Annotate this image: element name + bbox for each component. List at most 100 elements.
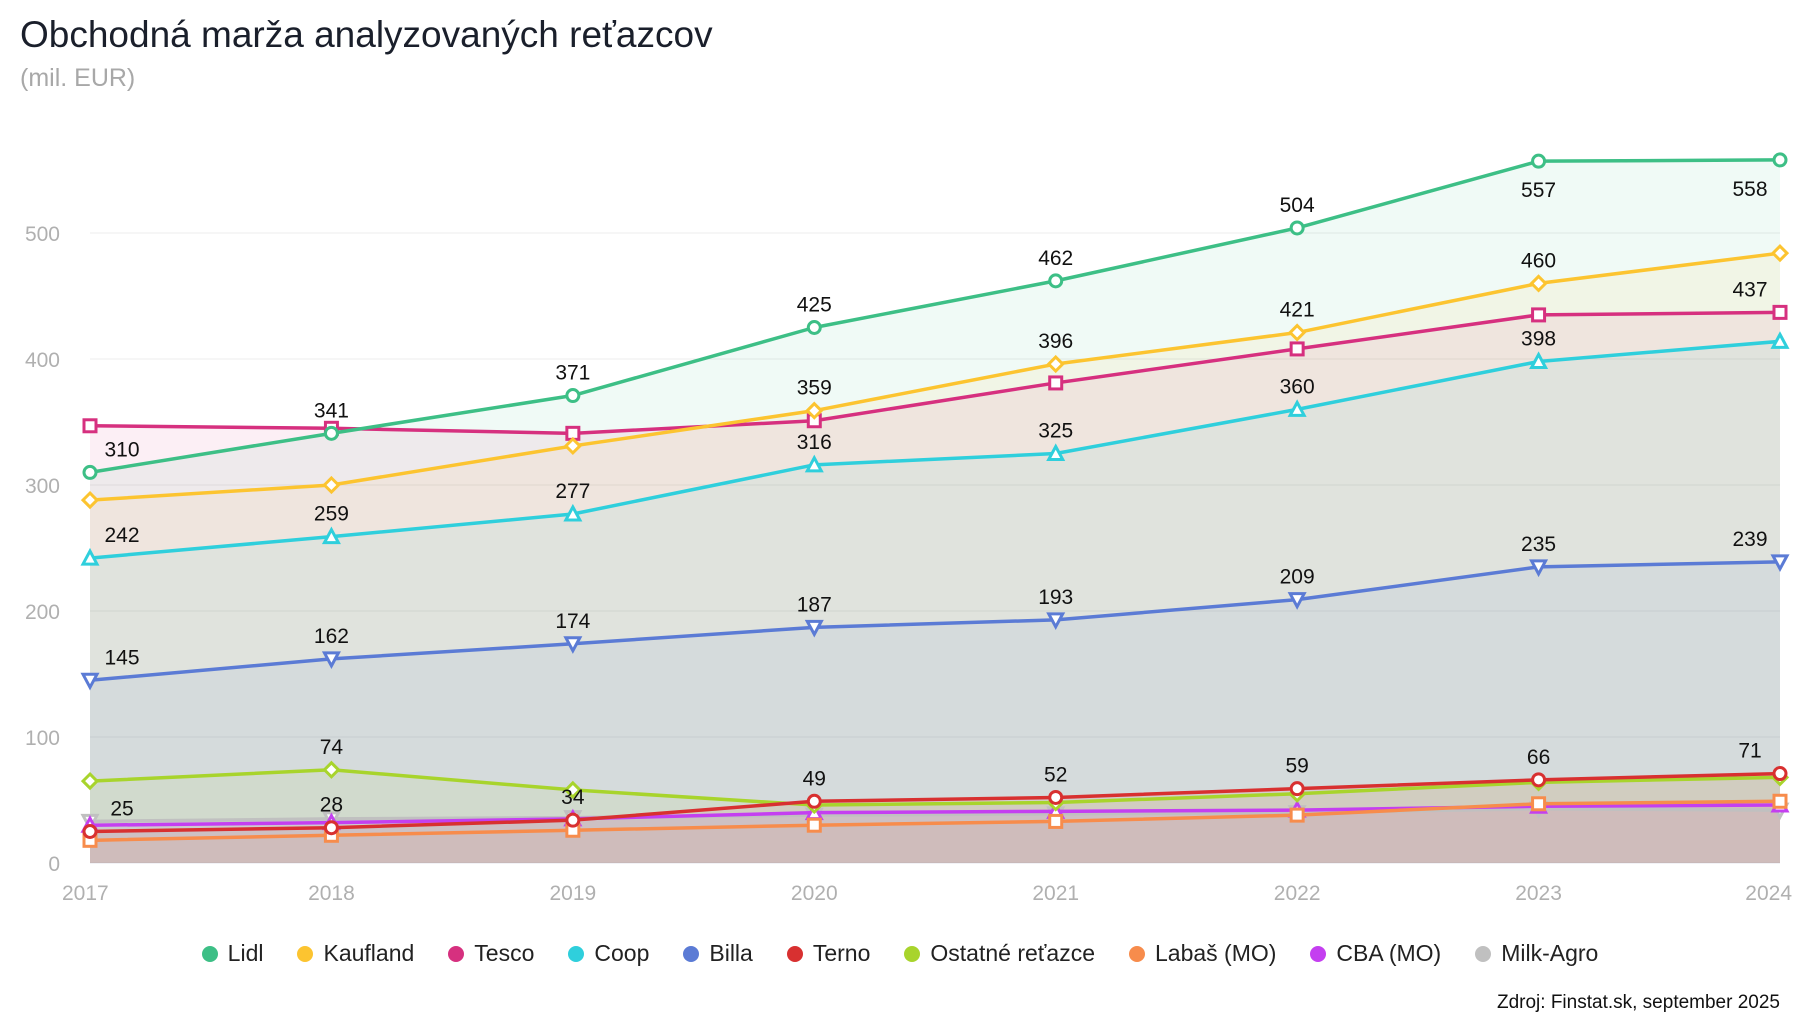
data-label: 310 xyxy=(104,438,139,461)
legend-item[interactable]: Kaufland xyxy=(297,940,414,967)
y-tick-label: 100 xyxy=(25,727,60,750)
legend-item[interactable]: Labaš (MO) xyxy=(1128,940,1277,967)
data-label: 162 xyxy=(314,625,349,648)
legend: Lidl Kaufland Tesco Coop Billa Terno Ostatné r… xyxy=(0,940,1800,967)
data-label: 34 xyxy=(561,786,585,809)
data-label: 71 xyxy=(1738,740,1761,763)
marker-circle xyxy=(1289,220,1305,236)
marker-triangle-down xyxy=(80,672,100,691)
data-label: 66 xyxy=(1527,746,1550,769)
data-label: 235 xyxy=(1521,533,1556,556)
marker-diamond xyxy=(322,475,341,495)
area-cba-mo- xyxy=(90,805,1780,863)
data-label: 504 xyxy=(1280,194,1315,217)
source-note: Zdroj: Finstat.sk, september 2025 xyxy=(1496,992,1780,1013)
marker-triangle-down xyxy=(563,636,583,654)
line-terno xyxy=(89,771,1781,834)
legend-dot-icon xyxy=(1310,945,1327,962)
data-label: 59 xyxy=(1285,755,1308,778)
marker-circle xyxy=(1772,152,1788,168)
marker-diamond xyxy=(1288,323,1307,342)
y-tick-label: 400 xyxy=(25,349,60,372)
data-label: 187 xyxy=(797,593,832,616)
marker-square xyxy=(1289,807,1305,823)
marker-diamond xyxy=(322,760,341,779)
marker-triangle-down xyxy=(1046,612,1066,630)
marker-triangle-down xyxy=(321,651,341,670)
area-tesco xyxy=(90,312,1780,863)
marker-triangle-down xyxy=(1770,554,1790,573)
legend-dot-icon xyxy=(1128,945,1145,962)
legend-item[interactable]: Terno xyxy=(786,940,871,967)
marker-circle xyxy=(1048,789,1064,805)
area-terno xyxy=(90,773,1780,863)
marker-triangle-down xyxy=(804,619,824,638)
data-label: 49 xyxy=(803,767,826,790)
area-coop xyxy=(90,341,1780,863)
legend-item[interactable]: Billa xyxy=(683,940,753,967)
x-tick-label: 2023 xyxy=(1515,882,1562,905)
data-label: 425 xyxy=(797,294,832,317)
legend-label: Billa xyxy=(709,940,753,966)
line-ostatn-re-azce xyxy=(89,768,1781,807)
legend-dot-icon xyxy=(201,945,218,962)
x-tick-label: 2017 xyxy=(62,882,109,905)
x-tick-label: 2020 xyxy=(791,882,838,905)
marker-square xyxy=(1772,793,1788,809)
marker-circle xyxy=(323,425,339,441)
legend-label: Labaš (MO) xyxy=(1154,940,1277,966)
legend-dot-icon xyxy=(683,945,700,962)
data-label: 325 xyxy=(1038,420,1073,443)
line-kaufland xyxy=(89,251,1781,502)
data-label: 359 xyxy=(797,377,832,400)
marker-circle xyxy=(806,793,822,809)
legend-item[interactable]: Coop xyxy=(568,940,649,967)
marker-triangle-down xyxy=(1529,559,1549,578)
data-label: 316 xyxy=(797,431,832,454)
y-tick-label: 300 xyxy=(25,475,60,498)
legend-label: Tesco xyxy=(474,940,535,966)
legend-item[interactable]: Milk-Agro xyxy=(1475,940,1598,967)
area-lidl xyxy=(90,159,1780,864)
data-label: 371 xyxy=(555,362,590,385)
marker-square xyxy=(1531,796,1547,812)
legend-dot-icon xyxy=(904,945,921,962)
line-laba-mo- xyxy=(89,799,1781,843)
legend-dot-icon xyxy=(448,945,465,962)
marker-circle xyxy=(565,812,581,828)
legend-label: Terno xyxy=(812,940,871,966)
marker-diamond xyxy=(80,771,100,791)
data-label: 239 xyxy=(1732,528,1767,551)
legend-item[interactable]: Tesco xyxy=(448,940,534,967)
line-lidl xyxy=(89,158,1781,475)
legend-label: Lidl xyxy=(227,940,264,966)
legend-item[interactable]: Lidl xyxy=(201,940,264,967)
x-tick-label: 2022 xyxy=(1274,882,1321,905)
legend-dot-icon xyxy=(297,945,314,962)
chart-subtitle: (mil. EUR) xyxy=(20,64,136,92)
data-label: 277 xyxy=(555,480,590,503)
legend-label: Ostatné reťazce xyxy=(930,940,1095,966)
legend-item[interactable]: Ostatné reťazce xyxy=(904,940,1095,967)
data-label: 360 xyxy=(1280,375,1315,398)
legend-label: Coop xyxy=(594,940,650,966)
marker-circle xyxy=(1531,153,1547,169)
marker-square xyxy=(1048,375,1064,391)
legend-dot-icon xyxy=(1475,945,1492,962)
marker-circle xyxy=(323,820,339,836)
legend-item[interactable]: CBA (MO) xyxy=(1310,940,1441,967)
data-label: 74 xyxy=(320,736,344,759)
marker-circle xyxy=(82,824,98,839)
line-tesco xyxy=(89,310,1781,436)
legend-label: CBA (MO) xyxy=(1336,940,1442,966)
area-kaufland xyxy=(90,253,1780,863)
data-label: 193 xyxy=(1038,586,1073,609)
marker-diamond xyxy=(563,436,582,456)
marker-triangle xyxy=(80,547,100,566)
line-billa xyxy=(89,560,1781,683)
x-tick-label: 2019 xyxy=(549,882,596,905)
data-label: 437 xyxy=(1732,278,1767,301)
data-label: 28 xyxy=(320,794,343,817)
marker-square xyxy=(82,418,98,434)
